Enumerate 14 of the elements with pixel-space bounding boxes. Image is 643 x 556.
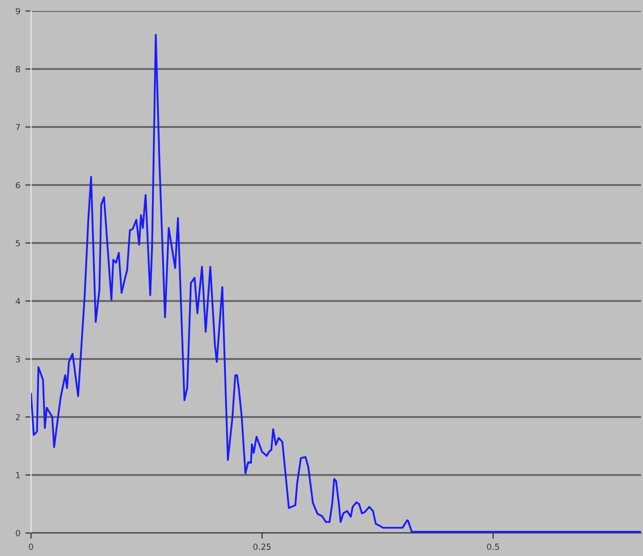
y-tick-label: 7 bbox=[16, 124, 20, 130]
y-tick-label: 0 bbox=[16, 530, 20, 536]
x-tick-label: 0.5 bbox=[487, 544, 500, 550]
y-tick-label: 3 bbox=[16, 356, 20, 362]
y-tick-label: 4 bbox=[16, 298, 20, 304]
y-tick-label: 2 bbox=[16, 414, 20, 420]
y-tick-label: 1 bbox=[16, 472, 20, 478]
line-series bbox=[31, 34, 641, 533]
y-tick-label: 8 bbox=[16, 66, 20, 72]
y-tick-label: 6 bbox=[16, 182, 20, 188]
x-tick-label: 0.25 bbox=[253, 544, 271, 550]
x-tick-label: 0 bbox=[28, 544, 34, 550]
y-tick-label: 5 bbox=[16, 240, 20, 246]
y-tick-label: 9 bbox=[16, 8, 20, 14]
